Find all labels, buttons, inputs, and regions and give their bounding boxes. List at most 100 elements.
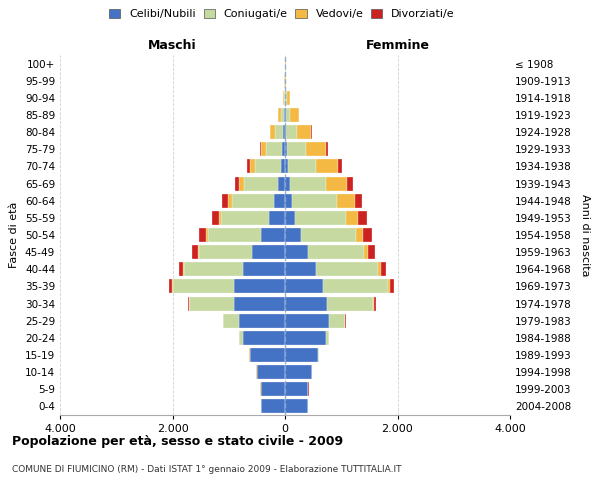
Bar	[285, 331, 325, 345]
Bar	[239, 314, 285, 328]
Bar	[288, 160, 316, 173]
Bar	[307, 142, 326, 156]
Bar	[266, 142, 282, 156]
Bar	[244, 176, 278, 190]
Bar	[285, 91, 287, 105]
Bar	[198, 245, 199, 259]
Bar	[389, 280, 394, 293]
Bar	[188, 296, 189, 310]
Bar	[274, 194, 285, 207]
Bar	[285, 365, 312, 379]
Bar	[190, 296, 235, 310]
Bar	[271, 125, 275, 139]
Bar	[192, 245, 198, 259]
Bar	[223, 314, 239, 328]
Bar	[285, 400, 308, 413]
Bar	[287, 91, 290, 105]
Bar	[329, 314, 344, 328]
Bar	[285, 125, 286, 139]
Bar	[284, 91, 285, 105]
Bar	[287, 142, 307, 156]
Legend: Celibi/Nubili, Coniugati/e, Vedovi/e, Divorziati/e: Celibi/Nubili, Coniugati/e, Vedovi/e, Di…	[106, 6, 458, 22]
Bar	[184, 262, 243, 276]
Bar	[285, 382, 308, 396]
Bar	[346, 211, 358, 225]
Y-axis label: Fasce di età: Fasce di età	[10, 202, 19, 268]
Bar	[374, 296, 376, 310]
Bar	[286, 108, 290, 122]
Bar	[222, 194, 227, 207]
Bar	[311, 125, 312, 139]
Bar	[290, 108, 299, 122]
Bar	[206, 228, 208, 242]
Bar	[356, 228, 363, 242]
Bar	[325, 331, 329, 345]
Bar	[285, 228, 301, 242]
Y-axis label: Anni di nascita: Anni di nascita	[580, 194, 590, 276]
Bar	[239, 176, 244, 190]
Bar	[261, 382, 285, 396]
Bar	[208, 228, 262, 242]
Bar	[355, 194, 362, 207]
Bar	[285, 348, 318, 362]
Bar	[301, 228, 356, 242]
Bar	[278, 176, 285, 190]
Bar	[285, 176, 290, 190]
Bar	[179, 262, 183, 276]
Bar	[337, 194, 355, 207]
Bar	[373, 296, 374, 310]
Bar	[253, 245, 285, 259]
Bar	[282, 142, 285, 156]
Bar	[285, 194, 292, 207]
Bar	[388, 280, 389, 293]
Bar	[380, 262, 386, 276]
Bar	[338, 160, 342, 173]
Bar	[285, 160, 288, 173]
Bar	[199, 245, 253, 259]
Bar	[169, 280, 172, 293]
Bar	[316, 160, 338, 173]
Bar	[243, 262, 285, 276]
Bar	[261, 142, 266, 156]
Text: Femmine: Femmine	[365, 38, 430, 52]
Bar	[239, 331, 243, 345]
Bar	[285, 211, 295, 225]
Bar	[262, 228, 285, 242]
Bar	[285, 314, 329, 328]
Bar	[260, 142, 261, 156]
Text: Popolazione per età, sesso e stato civile - 2009: Popolazione per età, sesso e stato civil…	[12, 435, 343, 448]
Bar	[218, 211, 221, 225]
Text: COMUNE DI FIUMICINO (RM) - Dati ISTAT 1° gennaio 2009 - Elaborazione TUTTITALIA.: COMUNE DI FIUMICINO (RM) - Dati ISTAT 1°…	[12, 465, 401, 474]
Bar	[285, 296, 327, 310]
Bar	[235, 296, 285, 310]
Bar	[284, 108, 285, 122]
Bar	[292, 194, 337, 207]
Bar	[290, 176, 326, 190]
Bar	[221, 211, 269, 225]
Bar	[298, 125, 311, 139]
Bar	[235, 176, 239, 190]
Bar	[255, 160, 281, 173]
Bar	[232, 194, 274, 207]
Bar	[285, 245, 308, 259]
Bar	[283, 125, 285, 139]
Bar	[278, 108, 281, 122]
Bar	[316, 262, 378, 276]
Bar	[243, 331, 285, 345]
Bar	[327, 296, 373, 310]
Bar	[363, 228, 371, 242]
Bar	[364, 245, 368, 259]
Bar	[212, 211, 218, 225]
Bar	[257, 365, 285, 379]
Bar	[378, 262, 380, 276]
Bar	[326, 176, 347, 190]
Bar	[308, 245, 364, 259]
Bar	[262, 400, 285, 413]
Bar	[358, 211, 367, 225]
Bar	[347, 176, 353, 190]
Bar	[286, 125, 298, 139]
Text: Maschi: Maschi	[148, 38, 197, 52]
Bar	[227, 194, 232, 207]
Bar	[285, 280, 323, 293]
Bar	[281, 108, 284, 122]
